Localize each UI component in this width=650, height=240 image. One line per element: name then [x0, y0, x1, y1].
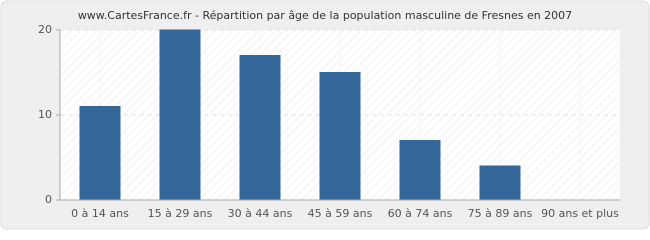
bar: [319, 72, 361, 201]
y-tick-label: 20: [38, 23, 52, 36]
y-tick-label: 0: [45, 193, 52, 206]
chart: www.CartesFrance.fr - Répartition par âg…: [0, 0, 650, 230]
x-tick-label: 30 à 44 ans: [228, 207, 293, 220]
x-tick-label: 60 à 74 ans: [388, 207, 453, 220]
chart-title: www.CartesFrance.fr - Répartition par âg…: [78, 9, 572, 22]
y-tick-label: 10: [38, 108, 52, 121]
bar: [239, 55, 281, 201]
page: www.CartesFrance.fr - Répartition par âg…: [0, 0, 650, 230]
bar: [79, 106, 121, 201]
x-tick-label: 0 à 14 ans: [71, 207, 129, 220]
bar: [159, 29, 201, 201]
bar: [479, 165, 521, 201]
bar: [399, 140, 441, 201]
x-tick-label: 75 à 89 ans: [468, 207, 533, 220]
x-tick-label: 90 ans et plus: [541, 207, 619, 220]
x-tick-label: 45 à 59 ans: [308, 207, 373, 220]
x-tick-label: 15 à 29 ans: [148, 207, 213, 220]
